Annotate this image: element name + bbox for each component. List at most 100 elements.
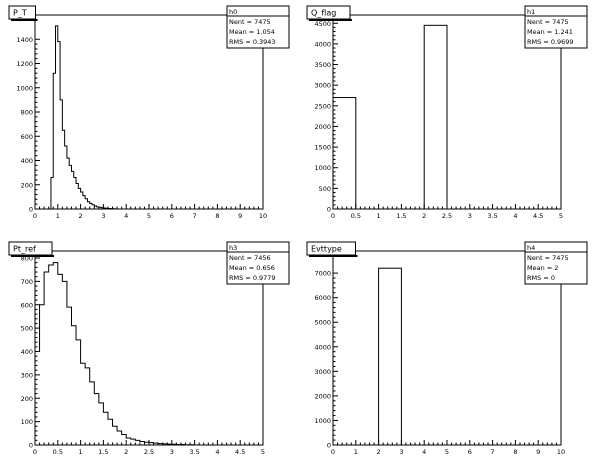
x-tick-label: 6 (468, 448, 472, 456)
x-tick-label: 2.5 (442, 212, 452, 220)
x-tick-label: 6 (170, 212, 174, 220)
stats-rms: RMS = 0.3943 (229, 38, 276, 46)
title-box-shadow (309, 19, 352, 21)
y-tick-label: 3000 (314, 368, 331, 376)
stats-box (226, 241, 290, 285)
x-tick-label: 1 (354, 448, 358, 456)
x-tick-label: 2 (124, 448, 128, 456)
x-tick-label: 10 (259, 212, 267, 220)
x-tick-label: 4 (124, 212, 128, 220)
pad-ptref: 0 0.5 1 1.5 2 2.5 3 3.5 4 4.5 5 0 100 200 300 400 500 600… (0, 236, 298, 472)
chart-title: Q_flag (311, 9, 336, 18)
x-tick-label: 3 (468, 212, 472, 220)
x-tick-label: 7 (193, 212, 197, 220)
x-tick-label: 1 (56, 212, 60, 220)
stats-entries: Nent = 7475 (527, 254, 569, 262)
stats-entries: Nent = 7475 (527, 18, 569, 26)
x-tick-label: 8 (215, 212, 219, 220)
stats-mean: Mean = 2 (527, 264, 558, 272)
x-tick-label: 2 (377, 448, 381, 456)
y-tick-label: 1500 (314, 144, 331, 152)
x-tick-label: 3.5 (487, 212, 497, 220)
y-tick-label: 200 (21, 395, 33, 403)
stats-rms: RMS = 0 (527, 274, 555, 282)
x-tick-label: 1.5 (98, 448, 108, 456)
y-tick-label: 4500 (314, 20, 331, 28)
x-tick-label: 3 (399, 448, 403, 456)
y-tick-label: 7000 (314, 270, 331, 278)
x-tick-label: 4.5 (235, 448, 245, 456)
chart-title: Pt_ref (13, 245, 36, 254)
stats-box (524, 241, 588, 285)
stats-mean: Mean = 0.656 (229, 264, 275, 272)
title-box-shadow (309, 255, 358, 257)
y-tick-label: 0 (327, 206, 331, 214)
x-tick-label: 7 (491, 448, 495, 456)
x-tick-label: 9 (238, 212, 242, 220)
y-tick-label: 1200 (16, 60, 33, 68)
x-tick-label: 2.5 (144, 448, 154, 456)
stats-name: h0 (229, 8, 237, 16)
x-tick-label: 3.5 (189, 448, 199, 456)
x-tick-label: 1 (377, 212, 381, 220)
y-tick-label: 1000 (314, 417, 331, 425)
x-tick-label: 9 (536, 448, 540, 456)
y-tick-label: 200 (21, 181, 33, 189)
x-tick-label: 0.5 (53, 448, 63, 456)
y-tick-label: 4000 (314, 40, 331, 48)
y-tick-label: 700 (21, 278, 33, 286)
y-tick-label: 2500 (314, 102, 331, 110)
y-tick-label: 500 (21, 325, 33, 333)
stats-entries: Nent = 7456 (229, 254, 271, 262)
y-tick-label: 400 (21, 348, 33, 356)
y-tick-label: 800 (21, 109, 33, 117)
x-tick-label: 0 (33, 448, 37, 456)
x-tick-label: 0 (33, 212, 37, 220)
histogram-line (34, 262, 196, 446)
chart-title: Evttype (311, 245, 342, 254)
y-tick-label: 1000 (16, 84, 33, 92)
x-tick-label: 3 (101, 212, 105, 220)
title-box-shadow (11, 255, 54, 257)
x-tick-label: 5 (445, 448, 449, 456)
stats-name: h3 (229, 244, 237, 252)
chart-qflag: 0 0.5 1 1.5 2 2.5 3 3.5 4 4.5 5 0 500 1000 1500 2000 250… (306, 5, 588, 220)
histogram-bar (332, 97, 357, 210)
y-tick-label: 2000 (314, 392, 331, 400)
x-tick-label: 2 (422, 212, 426, 220)
y-tick-label: 0 (29, 442, 33, 450)
x-tick-label: 2 (79, 212, 83, 220)
y-tick-label: 0 (29, 206, 33, 214)
y-tick-label: 1000 (314, 164, 331, 172)
x-tick-label: 0 (331, 212, 335, 220)
y-tick-label: 0 (327, 442, 331, 450)
pad-evttype: 0 1 2 3 4 5 6 7 8 9 10 0 1000 2000 3000 4000 5000 6000 700… (298, 236, 596, 472)
stats-mean: Mean = 1.054 (229, 28, 275, 36)
chart-title: P_T (13, 9, 27, 18)
y-tick-label: 600 (21, 133, 33, 141)
histogram-bar (423, 24, 448, 210)
stats-entries: Nent = 7475 (229, 18, 271, 26)
histogram-bar (378, 267, 402, 446)
y-tick-label: 6000 (314, 294, 331, 302)
stats-box (524, 5, 588, 49)
stats-rms: RMS = 0.9699 (527, 38, 574, 46)
y-tick-label: 500 (319, 185, 331, 193)
y-tick-label: 2000 (314, 123, 331, 131)
x-tick-label: 10 (557, 448, 565, 456)
stats-box (226, 5, 290, 49)
y-tick-label: 600 (21, 301, 33, 309)
pad-pt: 0 1 2 3 4 5 6 7 8 9 10 0 200 400 600 800 1000 1200 1400 P_T… (0, 0, 298, 236)
x-tick-label: 3 (170, 448, 174, 456)
chart-pt: 0 1 2 3 4 5 6 7 8 9 10 0 200 400 600 800 1000 1200 1400 P_T… (8, 5, 290, 220)
y-tick-label: 300 (21, 371, 33, 379)
x-tick-label: 5 (559, 212, 563, 220)
pad-qflag: 0 0.5 1 1.5 2 2.5 3 3.5 4 4.5 5 0 500 1000 1500 2000 250… (298, 0, 596, 236)
chart-evttype: 0 1 2 3 4 5 6 7 8 9 10 0 1000 2000 3000 4000 5000 6000 700… (306, 241, 588, 456)
y-tick-label: 3000 (314, 82, 331, 90)
x-tick-label: 5 (147, 212, 151, 220)
y-tick-label: 1400 (16, 36, 33, 44)
x-tick-label: 4 (513, 212, 517, 220)
y-tick-label: 400 (21, 157, 33, 165)
x-tick-label: 4 (215, 448, 219, 456)
